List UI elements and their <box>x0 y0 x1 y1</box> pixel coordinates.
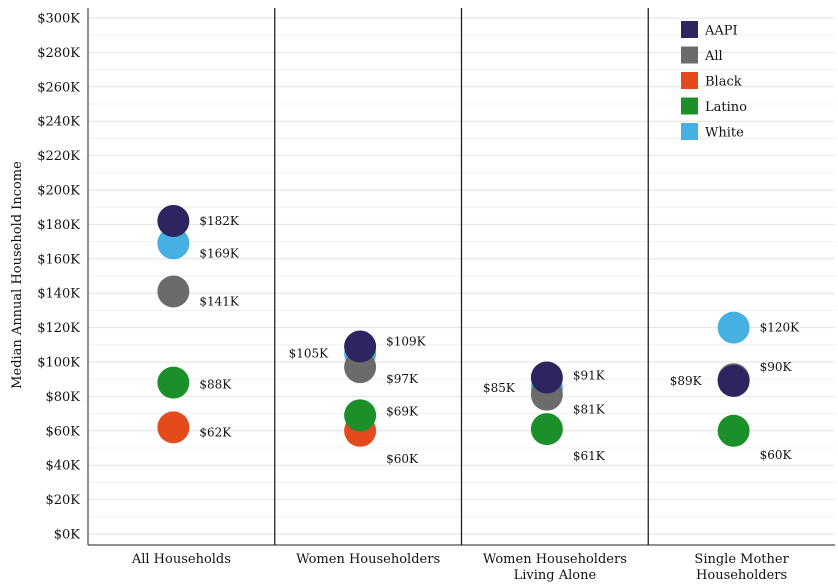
y-tick-label: $220K <box>37 149 80 164</box>
data-label: $182K <box>199 214 240 228</box>
point-all <box>157 275 190 308</box>
point-aapi <box>157 204 190 237</box>
y-tick-label: $120K <box>37 321 80 336</box>
data-label: $81K <box>573 403 606 417</box>
category-label: All Households <box>131 552 231 567</box>
y-axis-label: Median Annual Household Income <box>10 161 25 389</box>
data-label: $169K <box>199 246 240 260</box>
legend-label: Black <box>705 75 742 90</box>
data-label: $91K <box>573 368 606 382</box>
point-aapi <box>717 364 750 397</box>
legend-swatch <box>681 21 698 38</box>
y-tick-label: $140K <box>37 287 80 302</box>
data-label: $141K <box>199 294 240 308</box>
y-tick-label: $60K <box>45 424 80 439</box>
y-tick-label: $160K <box>37 252 80 267</box>
data-label: $90K <box>760 360 793 374</box>
legend-swatch <box>681 46 698 64</box>
y-tick-label: $20K <box>45 493 80 508</box>
y-tick-label: $300K <box>37 12 80 27</box>
data-label: $61K <box>573 449 606 463</box>
point-latino <box>157 366 190 399</box>
category-label: Women Householders <box>483 552 627 567</box>
y-tick-label: $100K <box>37 356 80 371</box>
y-tick-label: $180K <box>37 218 80 233</box>
y-tick-label: $200K <box>37 184 80 199</box>
y-tick-label: $40K <box>45 459 80 474</box>
data-label: $109K <box>386 335 427 349</box>
point-latino <box>530 413 563 446</box>
category-labels: All Households Women Householders Women Ho… <box>131 552 790 583</box>
y-tick-label: $240K <box>37 115 80 130</box>
point-white <box>717 311 750 344</box>
y-axis-ticks: $0K $20K $40K $60K $80K $100K $120K $140K $160K $… <box>37 12 80 543</box>
data-label: $85K <box>483 381 516 395</box>
category-label: Householders <box>696 568 787 583</box>
data-points <box>157 204 750 447</box>
legend-swatch <box>681 97 698 115</box>
data-label: $60K <box>386 452 419 466</box>
legend-label: Latino <box>705 100 747 115</box>
category-label: Women Householders <box>296 552 440 567</box>
category-label: Living Alone <box>514 568 597 583</box>
legend-label: White <box>705 126 744 141</box>
data-labels: $182K $109K $91K $89K $141K $97K $81K $90K $62K $… <box>199 214 800 466</box>
point-latino <box>717 414 750 447</box>
data-label: $60K <box>760 448 793 462</box>
point-aapi <box>530 361 563 394</box>
legend-swatch <box>681 123 698 140</box>
point-aapi <box>344 330 377 363</box>
data-label: $97K <box>386 372 419 386</box>
axis-frame <box>87 8 835 546</box>
legend-swatch <box>681 72 698 89</box>
legend-label: All <box>704 49 723 64</box>
data-label: $69K <box>386 404 419 418</box>
point-black <box>157 411 190 444</box>
category-label: Single Mother <box>694 552 789 567</box>
y-tick-label: $0K <box>54 528 81 543</box>
legend-label: AAPI <box>704 24 738 39</box>
y-tick-label: $260K <box>37 80 80 95</box>
point-white <box>157 227 190 260</box>
data-label: $89K <box>670 374 703 388</box>
data-label: $120K <box>760 321 801 335</box>
legend: AAPI All Black Latino White <box>681 21 747 141</box>
y-tick-label: $80K <box>45 390 80 405</box>
point-latino <box>344 399 377 432</box>
data-label: $105K <box>289 346 330 360</box>
data-label: $88K <box>199 378 232 392</box>
data-label: $62K <box>199 425 232 439</box>
y-tick-label: $280K <box>37 46 80 61</box>
